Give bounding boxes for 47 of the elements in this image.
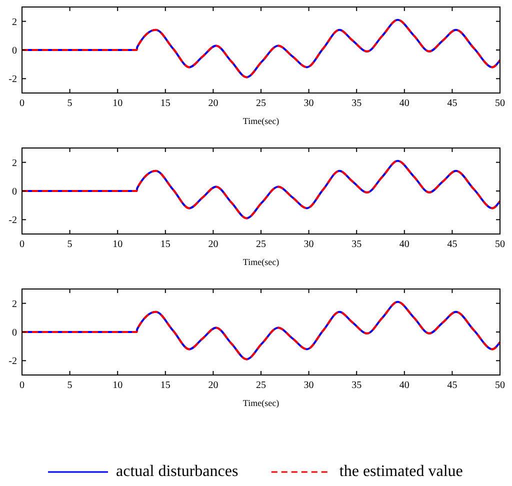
x-axis-title: Time(sec) — [242, 257, 280, 267]
x-tick-label: 25 — [256, 380, 266, 391]
x-tick-label: 35 — [352, 239, 362, 250]
x-tick-label: 10 — [112, 380, 123, 391]
y-tick-label: 2 — [12, 158, 17, 169]
x-tick-label: 25 — [256, 98, 266, 109]
legend-label: the estimated value — [339, 463, 463, 480]
x-tick-label: 40 — [399, 98, 410, 109]
x-axis-title: Time(sec) — [242, 116, 280, 126]
y-tick-label: -2 — [8, 215, 17, 226]
x-tick-label: 0 — [20, 98, 24, 109]
x-tick-label: 0 — [20, 239, 24, 250]
y-tick-label: 0 — [12, 46, 17, 56]
x-tick-label: 20 — [208, 239, 218, 250]
x-tick-label: 30 — [304, 98, 314, 109]
x-tick-label: 10 — [112, 98, 123, 109]
x-tick-label: 30 — [304, 380, 314, 391]
x-tick-label: 45 — [447, 239, 458, 250]
x-tick-label: 15 — [160, 98, 170, 109]
x-tick-label: 40 — [399, 239, 410, 250]
x-tick-label: 0 — [20, 380, 24, 391]
x-tick-label: 45 — [447, 380, 458, 391]
y-tick-label: -2 — [8, 356, 17, 368]
x-tick-label: 50 — [495, 380, 505, 391]
x-tick-label: 45 — [447, 98, 458, 109]
x-tick-label: 40 — [399, 380, 410, 391]
x-tick-label: 35 — [352, 380, 362, 391]
legend-label: actual disturbances — [116, 463, 238, 480]
x-axis-title: Time(sec) — [242, 398, 280, 408]
y-tick-label: -2 — [8, 74, 17, 86]
x-tick-label: 20 — [208, 98, 218, 109]
x-tick-label: 20 — [208, 380, 218, 391]
x-tick-label: 50 — [495, 98, 505, 109]
x-tick-label: 5 — [67, 239, 72, 250]
x-tick-label: 30 — [304, 239, 314, 250]
x-tick-label: 50 — [495, 239, 505, 250]
y-tick-label: 0 — [12, 328, 17, 338]
y-tick-label: 0 — [12, 186, 17, 198]
x-tick-label: 5 — [67, 98, 72, 109]
x-tick-label: 25 — [256, 239, 266, 250]
x-tick-label: 5 — [67, 380, 72, 391]
x-tick-label: 15 — [160, 239, 170, 250]
y-tick-label: 2 — [12, 298, 17, 310]
y-tick-label: 2 — [12, 16, 17, 28]
x-tick-label: 10 — [112, 239, 123, 250]
x-tick-label: 15 — [160, 380, 170, 391]
x-tick-label: 35 — [352, 98, 362, 109]
